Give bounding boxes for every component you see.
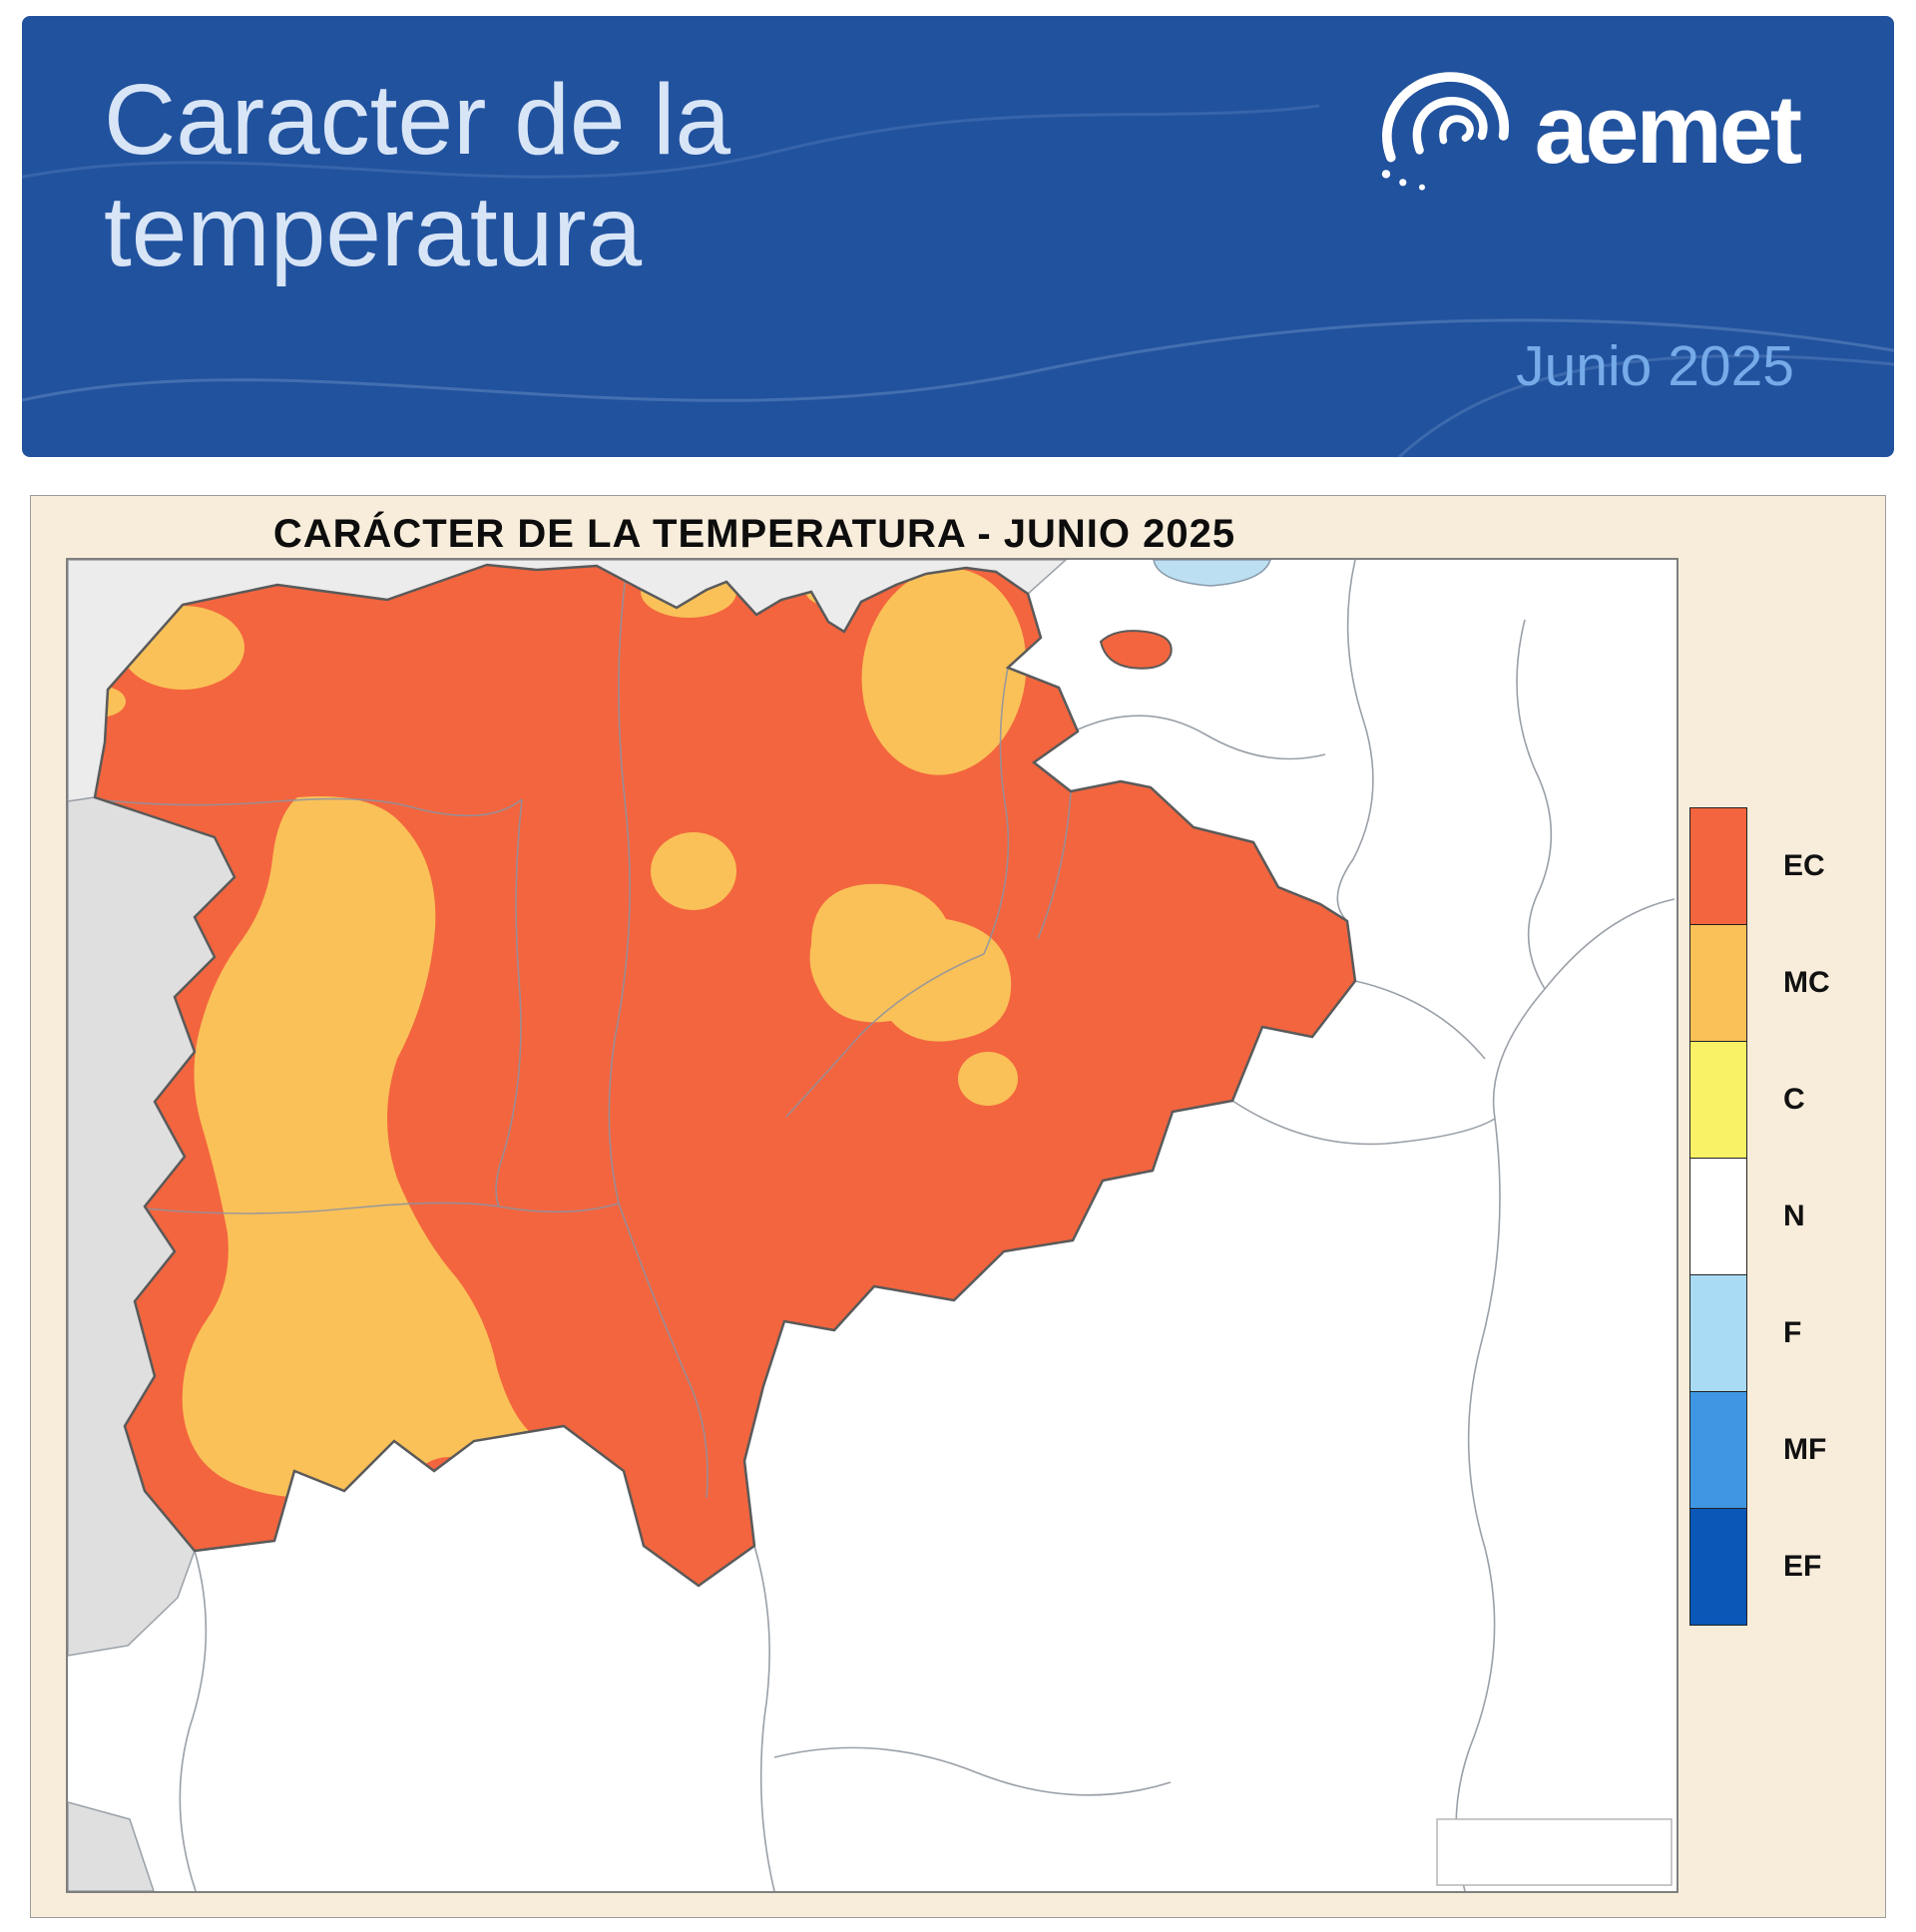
page-title: Caracter de la temperatura	[104, 64, 730, 287]
legend-swatch-mc	[1689, 924, 1747, 1042]
legend-label-c: C	[1783, 1083, 1805, 1116]
aemet-swirl-icon	[1381, 72, 1509, 191]
legend-item-mf: MF	[1689, 1391, 1830, 1509]
legend-label-ef: EF	[1783, 1550, 1822, 1583]
province-borders	[95, 567, 1072, 1499]
map-title-row: CARÁCTER DE LA TEMPERATURA - JUNIO 2025	[31, 512, 1478, 557]
temperature-map	[68, 560, 1676, 1891]
page-title-line1: Caracter de la	[104, 64, 731, 176]
legend-item-ec: EC	[1689, 807, 1830, 925]
sea-area	[1153, 560, 1271, 587]
legend-item-n: N	[1689, 1158, 1830, 1275]
anomaly-northeast	[861, 568, 1027, 775]
legend-item-f: F	[1689, 1274, 1830, 1392]
legend-swatch-f	[1689, 1274, 1747, 1392]
legend-label-mc: MC	[1783, 966, 1830, 999]
anomaly-west-large	[182, 795, 537, 1498]
legend-swatch-mf	[1689, 1391, 1747, 1509]
outside-area-southwest	[68, 1801, 155, 1891]
map-title: CARÁCTER DE LA TEMPERATURA - JUNIO 2025	[272, 512, 1236, 556]
aemet-logo: aemet	[1371, 64, 1802, 196]
page-title-line2: temperatura	[104, 176, 643, 287]
legend-swatch-n	[1689, 1158, 1747, 1275]
anomaly-center	[651, 832, 736, 910]
legend-swatch-c	[1689, 1041, 1747, 1159]
trevino-enclave	[1099, 630, 1173, 670]
region-outline	[93, 563, 1357, 1588]
map-panel: CARÁCTER DE LA TEMPERATURA - JUNIO 2025	[30, 495, 1886, 1918]
anomaly-southeast-small	[958, 1052, 1018, 1106]
anomaly-center-east	[809, 883, 1012, 1042]
aemet-logo-text: aemet	[1534, 75, 1802, 184]
legend-item-ef: EF	[1689, 1508, 1830, 1626]
legend-swatch-ec	[1689, 807, 1747, 925]
map-inset-box	[1436, 1818, 1673, 1886]
header-banner: Caracter de la temperatura aemet Junio 2…	[22, 16, 1894, 457]
legend-swatch-ef	[1689, 1508, 1747, 1626]
legend-item-mc: MC	[1689, 924, 1830, 1042]
neighbor-borders	[179, 560, 1676, 1891]
header-wave-decoration	[22, 104, 1894, 457]
legend-label-f: F	[1783, 1316, 1802, 1349]
legend-label-ec: EC	[1783, 849, 1825, 882]
legend: EC MC C N F MF EF	[1689, 807, 1830, 1626]
map-canvas	[66, 558, 1678, 1893]
legend-item-c: C	[1689, 1041, 1830, 1159]
issue-date-label: Junio 2025	[1516, 334, 1794, 398]
legend-label-n: N	[1783, 1200, 1805, 1232]
legend-label-mf: MF	[1783, 1433, 1827, 1466]
